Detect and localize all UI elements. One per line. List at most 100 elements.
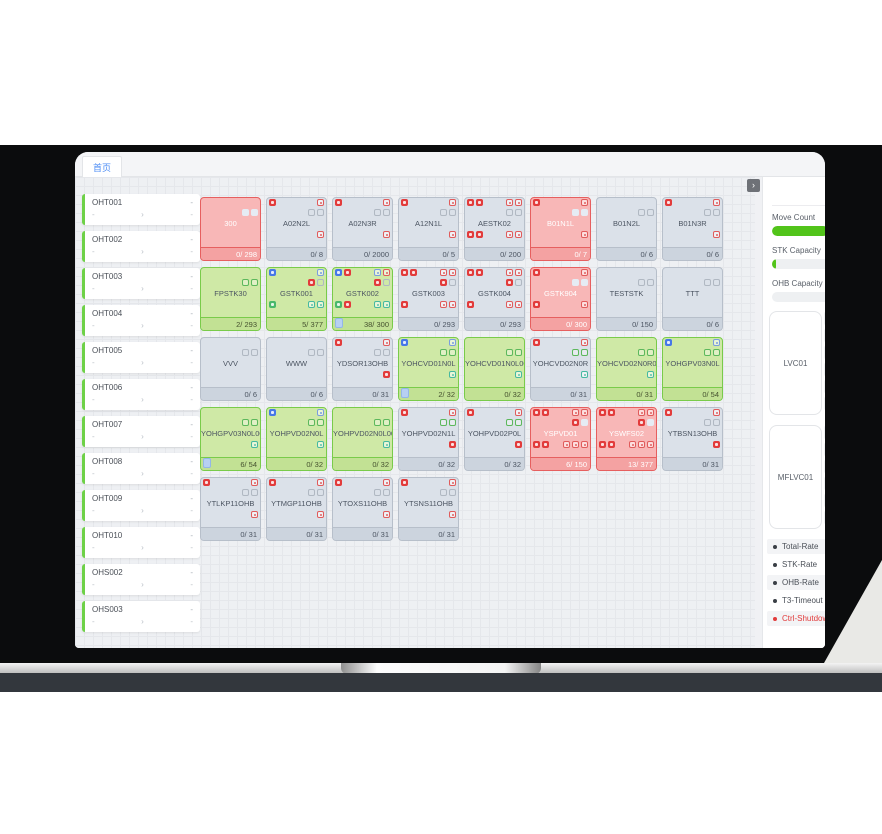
port-list-item[interactable] (824, 425, 825, 440)
vehicle-box-mflvc01[interactable]: MFLVC01 (769, 425, 822, 529)
vehicle-card-oht003[interactable]: OHT003 - - › - (82, 268, 200, 299)
stocker-card-yohgpv03n0l[interactable]: YOHGPV03N0L 0/ 54 (662, 337, 723, 401)
port-list-item[interactable] (824, 328, 825, 343)
stocker-card-gstk001[interactable]: GSTK001 5/ 377 (266, 267, 327, 331)
collapse-panel-button[interactable]: › (747, 179, 760, 192)
alarm-red-icon (344, 269, 351, 276)
vehicle-card-oht002[interactable]: OHT002 - - › - (82, 231, 200, 262)
stocker-card-aestk02[interactable]: AESTK02 0/ 200 (464, 197, 525, 261)
alarm-red-outline-icon (383, 269, 390, 276)
stocker-footer: 0/ 31 (201, 527, 260, 540)
stocker-row: VVV 0/ 6 WWW 0/ 6 YDSOR13OHB 0/ 31 YOHCVD01N0L… (200, 337, 723, 401)
stocker-card-gstk004[interactable]: GSTK004 0/ 293 (464, 267, 525, 331)
vehicle-card-oht009[interactable]: OHT009 - - › - (82, 490, 200, 521)
stocker-card-b01n3r[interactable]: B01N3R 0/ 6 (662, 197, 723, 261)
vehicle-card-oht004[interactable]: OHT004 - - › - (82, 305, 200, 336)
legend-item-ctrl-shutdown[interactable]: Ctrl-Shutdown (767, 611, 825, 626)
stocker-footer: 0/ 293 (399, 317, 458, 330)
port-teal-outline-icon (449, 371, 456, 378)
alarm-red-icon (542, 409, 549, 416)
stocker-card-fpstk30[interactable]: FPSTK30 2/ 293 (200, 267, 261, 331)
legend-label: Total-Rate (782, 542, 819, 551)
stocker-row: 300 0/ 298 A02N2L 0/ 8 A02N3R 0/ 2000 A12N1L 0/… (200, 197, 723, 261)
stocker-card-a02n3r[interactable]: A02N3R 0/ 2000 (332, 197, 393, 261)
stocker-card-yswfs02[interactable]: YSWFS02 13/ 377 (596, 407, 657, 471)
stocker-card-ytoxs11ohb[interactable]: YTOXS11OHB 0/ 31 (332, 477, 393, 541)
slot-gray-outline-icon (506, 209, 513, 216)
stocker-card-ytsns11ohb[interactable]: YTSNS11OHB 0/ 31 (398, 477, 459, 541)
slot-green-outline-icon (506, 419, 513, 426)
stocker-card-yohgpv03n0l00[interactable]: YOHGPV03N0L00 6/ 54 (200, 407, 261, 471)
value-placeholder: - (190, 309, 193, 318)
stocker-card-ytmgp11ohb[interactable]: YTMGP11OHB 0/ 31 (266, 477, 327, 541)
port-list-item[interactable] (824, 396, 825, 411)
stocker-card-yohpvd02n1l[interactable]: YOHPVD02N1L 0/ 32 (398, 407, 459, 471)
vehicle-card-oht005[interactable]: OHT005 - - › - (82, 342, 200, 373)
stocker-card-yohpvd02n0l[interactable]: YOHPVD02N0L 0/ 32 (266, 407, 327, 471)
tab-home[interactable]: 首页 (82, 156, 123, 178)
port-list-item[interactable] (824, 311, 825, 326)
port-list-item[interactable] (824, 493, 825, 508)
stocker-card-ttt[interactable]: TTT 0/ 6 (662, 267, 723, 331)
vehicle-card-oht010[interactable]: OHT010 - - › - (82, 527, 200, 558)
stocker-card-yohcvd02n0r00[interactable]: YOHCVD02N0R00 0/ 31 (596, 337, 657, 401)
slot-gray-outline-icon (374, 349, 381, 356)
stocker-card-www[interactable]: WWW 0/ 6 (266, 337, 327, 401)
port-list-item[interactable] (824, 362, 825, 377)
slot-gray-outline-icon (383, 279, 390, 286)
port-list-item[interactable] (824, 442, 825, 457)
port-list-item[interactable] (824, 476, 825, 491)
port-teal-outline-icon (251, 441, 258, 448)
stocker-card-gstk003[interactable]: GSTK003 0/ 293 (398, 267, 459, 331)
legend-item-stk-rate[interactable]: STK-Rate (767, 557, 825, 572)
stocker-card-yohcvd01n0l00[interactable]: YOHCVD01N0L00 0/ 32 (464, 337, 525, 401)
stocker-card-yspvd01[interactable]: YSPVD01 6/ 150 (530, 407, 591, 471)
slot-green-outline-icon (449, 419, 456, 426)
vehicle-card-ohs002[interactable]: OHS002 - - › - (82, 564, 200, 595)
vehicle-card-oht007[interactable]: OHT007 - - › - (82, 416, 200, 447)
alarm-red-outline-icon (506, 231, 513, 238)
chevron-right-icon: › (141, 543, 144, 552)
value-placeholder: - (190, 469, 193, 478)
legend-item-total-rate[interactable]: Total-Rate (767, 539, 825, 554)
stocker-count: 0/ 6 (706, 319, 719, 329)
vehicle-card-ohs003[interactable]: OHS003 - - › - (82, 601, 200, 632)
stocker-card-ytlkp11ohb[interactable]: YTLKP11OHB 0/ 31 (200, 477, 261, 541)
stocker-footer: 0/ 200 (465, 247, 524, 260)
stocker-card-vvv[interactable]: VVV 0/ 6 (200, 337, 261, 401)
port-list-item[interactable] (824, 379, 825, 394)
stocker-card-b01n2l[interactable]: B01N2L 0/ 6 (596, 197, 657, 261)
vehicle-card-oht008[interactable]: OHT008 - - › - (82, 453, 200, 484)
port-list-item[interactable] (824, 345, 825, 360)
stocker-card-yohcvd01n0l[interactable]: YOHCVD01N0L 2/ 32 (398, 337, 459, 401)
stocker-card-ytbsn13ohb[interactable]: YTBSN13OHB 0/ 31 (662, 407, 723, 471)
slot-gray-outline-icon (713, 209, 720, 216)
stocker-card-a12n1l[interactable]: A12N1L 0/ 5 (398, 197, 459, 261)
stocker-name: GSTK904 (544, 289, 577, 298)
gauge-fill (772, 226, 825, 236)
stocker-card-b01n1l[interactable]: B01N1L 0/ 7 (530, 197, 591, 261)
stocker-card-gstk904[interactable]: GSTK904 0/ 300 (530, 267, 591, 331)
legend-item-ohb-rate[interactable]: OHB-Rate (767, 575, 825, 590)
stocker-card-gstk002[interactable]: GSTK002 38/ 300 (332, 267, 393, 331)
stocker-count: 0/ 32 (504, 389, 521, 399)
stocker-card-teststk[interactable]: TESTSTK 0/ 150 (596, 267, 657, 331)
port-teal-outline-icon (374, 301, 381, 308)
legend-item-t3-timeout[interactable]: T3-Timeout (767, 593, 825, 608)
stocker-card-yohpvd02n0l00[interactable]: YOHPVD02N0L00 0/ 32 (332, 407, 393, 471)
alarm-red-outline-icon (383, 511, 390, 518)
stocker-card-300[interactable]: 300 0/ 298 (200, 197, 261, 261)
vehicle-box-lvc01[interactable]: LVC01 (769, 311, 822, 415)
scrollbar-track[interactable] (755, 177, 762, 648)
stocker-card-ydsor13ohb[interactable]: YDSOR13OHB 0/ 31 (332, 337, 393, 401)
vehicle-card-oht001[interactable]: OHT001 - - › - (82, 194, 200, 225)
port-teal-outline-icon (515, 371, 522, 378)
slot-light-icon (647, 419, 654, 426)
stocker-card-yohcvd02n0r[interactable]: YOHCVD02N0R 0/ 31 (530, 337, 591, 401)
alarm-red-icon (335, 479, 342, 486)
port-list-item[interactable] (824, 459, 825, 474)
vehicle-card-oht006[interactable]: OHT006 - - › - (82, 379, 200, 410)
stocker-card-a02n2l[interactable]: A02N2L 0/ 8 (266, 197, 327, 261)
stocker-card-yohpvd02p0l[interactable]: YOHPVD02P0L 0/ 32 (464, 407, 525, 471)
port-list-item[interactable] (824, 510, 825, 525)
